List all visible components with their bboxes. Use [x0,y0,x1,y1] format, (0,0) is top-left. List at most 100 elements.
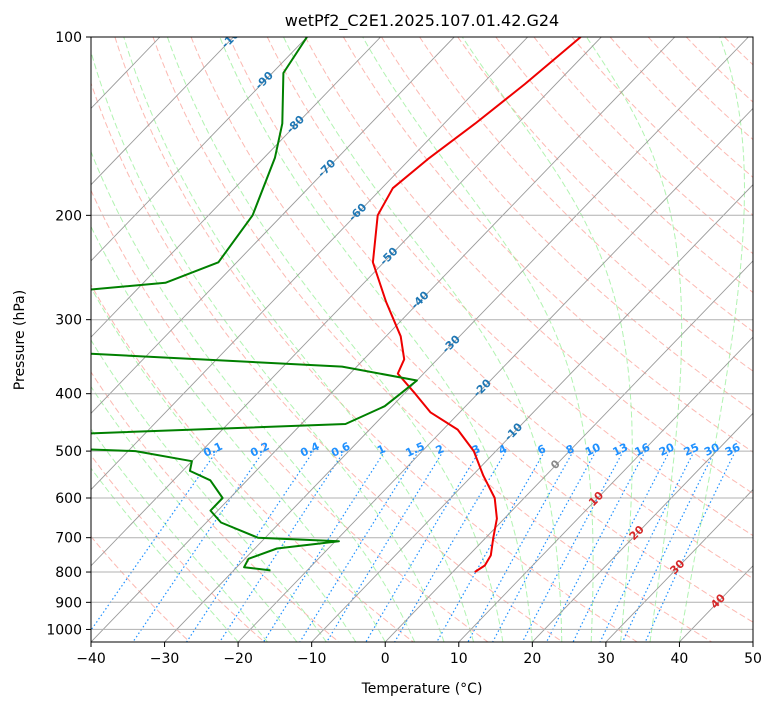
moist-adiabat [91,428,268,642]
mixing-ratio-label: 0.6 [329,440,352,460]
mixing-ratio-line [599,450,695,642]
dry-adiabat [457,37,753,333]
moist-adiabat [166,37,504,642]
mixing-ratio-label: 0.1 [201,440,224,460]
mixing-ratio-label: 0.2 [248,440,271,460]
moist-adiabat [362,37,594,642]
y-axis-label: Pressure (hPa) [12,290,28,390]
dry-adiabat [228,37,753,580]
dry-adiabat [91,454,265,642]
background-lines [91,37,775,642]
dry-adiabat [571,37,753,216]
isotherm-line [91,37,455,414]
y-tick-label: 700 [55,531,82,547]
y-tick-label: 900 [55,595,82,611]
dry-adiabat [91,535,191,642]
x-tick-label: −10 [297,651,327,667]
dry-adiabat [304,37,753,495]
y-tick-label: 300 [55,313,82,329]
mixing-ratio-line [572,450,671,642]
mixing-ratio-line [436,450,546,642]
isotherm-line [531,412,753,642]
moist-adiabat [678,37,746,642]
moist-adiabat [91,286,357,642]
dewpoint-profile [91,37,418,572]
mixing-ratio-line [262,450,386,642]
chart-title: wetPf2_C2E1.2025.107.01.42.G24 [285,11,559,31]
dry-adiabat [685,37,753,103]
moist-adiabat [461,37,633,642]
isotherm-line [384,260,753,642]
isotherm-line [91,37,308,262]
mixing-ratio-label: 6 [535,442,548,457]
temperature-profile [371,37,582,573]
dry-adiabat [495,37,753,294]
isotherm-line [91,37,381,338]
dry-adiabat [266,37,753,537]
x-tick-label: 0 [381,651,390,667]
mixing-ratio-line [186,450,314,642]
mixing-ratio-line [644,450,736,642]
mixing-ratio-label: 13 [611,441,630,459]
mixing-ratio-line [299,450,420,642]
x-tick-label: 20 [523,651,541,667]
isotherm-line [458,336,753,642]
x-tick-label: 10 [450,651,468,667]
y-axis: 1000 900 800 700 600 500 400 300 200 100 [46,30,91,638]
mixing-ratio-line [91,450,218,632]
isotherm-line [752,641,753,642]
mixing-ratio-line [467,450,574,642]
isotherm-line [91,37,676,642]
isotherm-line [91,37,602,567]
mixing-ratio-label: 30 [702,440,722,458]
isotherm-line [311,184,753,642]
x-tick-label: −20 [223,651,253,667]
moist-adiabat [91,150,416,642]
mixing-ratio-label: 2 [434,442,446,457]
moist-adiabat [91,339,327,642]
isotherm-line [605,488,753,642]
x-tick-label: 30 [597,651,615,667]
mixing-ratio-line [521,450,624,642]
moist-adiabat [219,37,533,642]
dry-adiabat [647,37,753,141]
moist-adiabat [91,385,298,642]
moist-adiabat [586,37,683,642]
mixing-ratio-line [326,450,444,642]
isotherm-line [164,37,749,642]
dry-adiabat [91,371,340,642]
moist-adiabat [91,50,445,642]
dry-adiabat [91,283,414,642]
mixing-ratio-label: 4 [497,442,510,457]
y-tick-label: 800 [55,565,82,581]
x-axis: −40 −30 −20 −10 0 10 20 30 40 50 [76,642,762,667]
dry-adiabat [190,37,753,623]
x-tick-label: 40 [671,651,689,667]
mixing-ratio-line [622,450,716,642]
mixing-ratio-line [546,450,646,642]
moist-adiabat [91,467,239,642]
profiles [91,37,582,573]
y-tick-label: 500 [55,444,82,460]
y-tick-label: 600 [55,491,82,507]
dry-adiabat [114,37,638,642]
isotherm-line [91,37,529,491]
x-tick-label: −40 [76,651,106,667]
x-tick-label: 50 [744,651,762,667]
dry-adiabat [763,37,775,642]
y-tick-label: 400 [55,387,82,403]
dry-adiabat [91,189,489,642]
isotherm-line [91,37,234,186]
mixing-ratio-label: 1 [375,442,387,457]
moist-adiabat [91,225,386,642]
mixing-ratio-line [365,450,480,642]
y-tick-label: 200 [55,208,82,224]
plot-frame [90,36,754,643]
mixing-ratio-line [132,450,265,642]
dry-adiabat [91,81,563,642]
x-tick-label: −30 [150,651,180,667]
mixing-ratio-label: 10 [583,440,603,458]
moist-adiabat [283,37,563,642]
mixing-ratio-line [492,450,597,642]
